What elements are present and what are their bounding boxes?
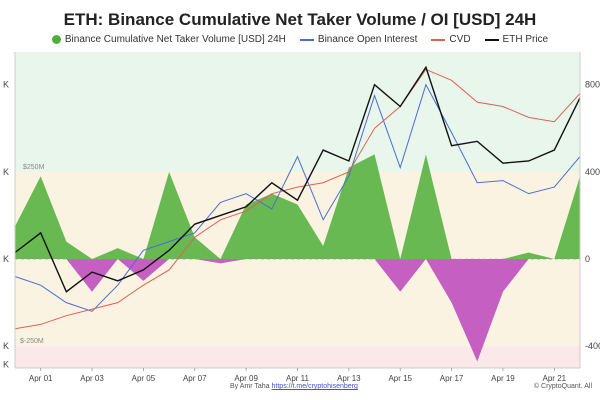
legend-eth-price[interactable]: ETH Price <box>484 34 549 45</box>
left-axis-tick-label: K <box>3 254 9 264</box>
right-axis-tick-label: 800 <box>585 80 600 90</box>
footer-copyright: © CryptoQuant. All <box>533 383 592 390</box>
right-axis-tick-label: 0 <box>585 254 590 264</box>
x-tick-label: Apr 21 <box>543 374 567 383</box>
series-eth-price-line <box>14 65 581 293</box>
x-tick-label: Apr 17 <box>440 374 464 383</box>
legend-cvd[interactable]: CVD <box>431 34 471 45</box>
footer-attribution: By Amr Taha https://t.me/cryptohisenberg <box>230 383 358 390</box>
left-axis-tick-label: K <box>3 341 9 351</box>
legend-open-interest[interactable]: Binance Open Interest <box>299 34 418 45</box>
legend-eth-price-label: ETH Price <box>502 34 549 45</box>
x-tick-label: Apr 13 <box>337 374 361 383</box>
series-net-taker-positive-area <box>15 154 580 260</box>
legend-eth-price-swatch <box>484 38 499 41</box>
left-axis-tick-label: K <box>3 360 9 370</box>
right-axis-tick-label: 400 <box>585 167 600 177</box>
zone-green <box>15 52 580 172</box>
left-axis-tick-label: K <box>3 80 9 90</box>
series-net-taker-negative-area <box>15 259 580 362</box>
zone-pink <box>15 346 580 368</box>
legend-cvd-label: CVD <box>449 34 471 45</box>
legend-cvd-swatch <box>431 38 446 41</box>
x-tick-label: Apr 15 <box>388 374 412 383</box>
x-tick-label: Apr 03 <box>80 374 104 383</box>
x-tick-label: Apr 07 <box>183 374 207 383</box>
right-axis-tick-label: -400 <box>585 341 600 351</box>
reference-label-lower: $-250M <box>20 338 44 345</box>
left-axis-tick-label: K <box>3 167 9 177</box>
footer-author: By Amr Taha <box>230 383 270 390</box>
chart-title: ETH: Binance Cumulative Net Taker Volume… <box>63 10 537 29</box>
legend-open-interest-swatch <box>299 38 314 41</box>
legend-net-taker-label: Binance Cumulative Net Taker Volume [USD… <box>64 34 286 45</box>
legend-net-taker[interactable]: Binance Cumulative Net Taker Volume [USD… <box>51 34 286 45</box>
x-tick-label: Apr 19 <box>491 374 515 383</box>
chart-legend: Binance Cumulative Net Taker Volume [USD… <box>0 34 600 45</box>
reference-label-upper: $250M <box>23 164 45 171</box>
series-cvd-line <box>14 68 581 330</box>
x-tick-label: Apr 05 <box>132 374 156 383</box>
legend-open-interest-label: Binance Open Interest <box>317 34 418 45</box>
series-open-interest-line <box>14 83 581 312</box>
legend-net-taker-swatch <box>51 35 61 44</box>
x-tick-label: Apr 09 <box>234 374 258 383</box>
x-tick-label: Apr 01 <box>29 374 53 383</box>
x-tick-label: Apr 11 <box>286 374 310 383</box>
footer-link[interactable]: https://t.me/cryptohisenberg <box>271 383 358 390</box>
